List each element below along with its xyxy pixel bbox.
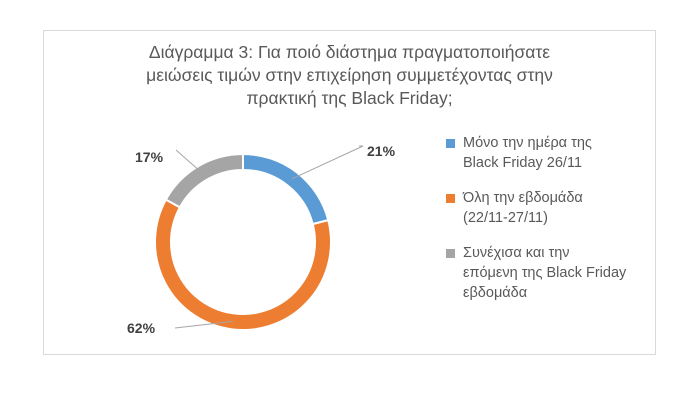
legend-label-line: Μόνο την ημέρα της [463,135,592,151]
data-label-3: 17% [135,149,164,165]
legend-item-1: Μόνο την ημέρα της Black Friday 26/11 [446,133,651,173]
leader-line-1 [291,145,364,180]
chart-title-line-2: μειώσεις τιμών στην επιχείρηση συμμετέχο… [146,65,553,85]
data-label-2: 62% [127,320,156,336]
legend-swatch [446,139,455,148]
chart-legend: Μόνο την ημέρα της Black Friday 26/11 Όλη … [446,133,651,318]
legend-label-line: εβδομάδα [463,285,528,301]
legend-label-line: (22/11-27/11) [463,210,548,226]
legend-label-line: Συνέχισα και την [463,245,570,261]
legend-swatch [446,249,455,258]
donut-slice-2 [154,198,332,331]
chart-title-line-3: πρακτική της Black Friday; [246,88,453,108]
donut-slice-3 [164,152,244,209]
data-label-1: 21% [367,143,396,159]
legend-item-2: Όλη την εβδομάδα (22/11-27/11) [446,188,651,228]
donut-slice-1 [242,152,330,226]
chart-title-line-1: Διάγραμμα 3: Για ποιό διάστημα πραγματοπ… [148,42,551,62]
legend-item-3: Συνέχισα και την επόμενη της Black Friday… [446,243,651,303]
legend-label-line: Black Friday 26/11 [463,155,583,171]
donut-chart: 21% 62% 17% [127,143,396,336]
leader-line-3 [175,149,203,174]
legend-label-line: Όλη την εβδομάδα [463,190,583,206]
chart-frame: Διάγραμμα 3: Για ποιό διάστημα πραγματοπ… [43,30,656,355]
chart-title: Διάγραμμα 3: Για ποιό διάστημα πραγματοπ… [64,41,635,110]
leader-line-2 [174,320,234,329]
legend-label-line: επόμενη της Black Friday [463,265,627,281]
legend-swatch [446,194,455,203]
